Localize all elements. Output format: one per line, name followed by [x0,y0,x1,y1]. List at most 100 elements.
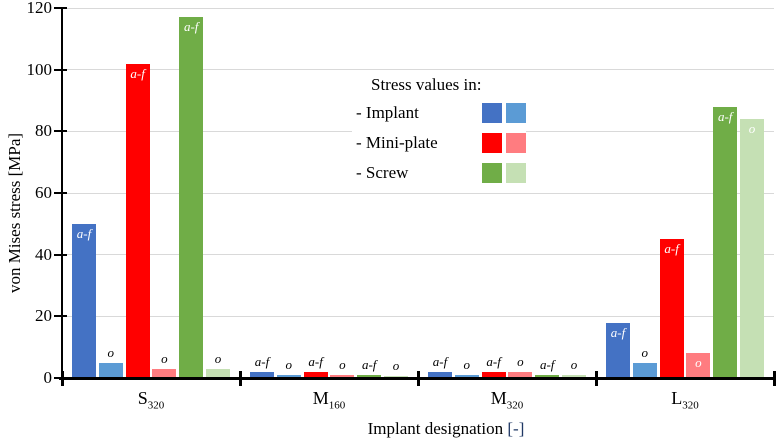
bar-label-M320-mini-plate-a-f: a-f [486,353,501,369]
bar-M160-mini-plate-o [330,374,355,378]
legend-swatch-dark [482,163,502,183]
bar-label-L320-mini-plate-o: o [695,355,702,371]
bar-label-L320-screw-o: o [748,121,756,136]
bar-label-M320-screw-o: o [570,356,578,372]
bar-S320-screw-o [206,368,230,378]
bar-label-S320-screw-a-f: a-f [183,19,199,35]
legend-swatch-dark [482,103,502,123]
bar-label-M160-mini-plate-a-f: a-f [308,353,323,369]
y-tick-label-120: 120 [26,0,53,17]
legend-row-label: - Implant [356,103,419,122]
legend-row-label: - Mini-plate [356,133,438,152]
bar-label-L320-implant-a-f: a-f [610,324,626,340]
y-tick-label-60: 60 [35,183,52,202]
gridline-100 [62,69,774,71]
legend-swatch-light [506,103,526,123]
bar-label-S320-screw-o: o [214,350,222,366]
bar-label-M160-screw-a-f: a-f [361,356,377,372]
category-subscript: 320 [147,399,165,412]
bar-M160-screw-a-f [357,374,382,378]
y-tick-60 [54,192,67,194]
legend-title: Stress values in: [371,75,482,94]
gridline-20 [62,315,774,317]
legend: Stress values in: - Implant - Mini-plate -… [352,70,526,188]
y-axis-title: von Mises stress [MPa] [5,132,24,294]
x-axis-title-text: Implant designation [367,419,508,438]
category-subscript: 320 [682,399,699,412]
y-axis-line [61,8,63,380]
bar-label-S320-implant-a-f: a-f [76,225,92,241]
bar-S320-screw-a-f [179,17,204,378]
bar-M160-mini-plate-a-f [303,371,328,378]
bar-M320-screw-a-f [535,374,560,378]
bar-label-M160-implant-o: o [285,356,293,372]
category-label-S320: S320 [106,387,196,412]
y-tick-40 [54,253,67,256]
bar-M160-implant-o [276,374,301,378]
y-tick-100 [54,68,67,71]
y-tick-label-100: 100 [26,59,53,79]
bar-L320-implant-o [632,362,657,378]
category-base: S [137,388,148,408]
y-tick-label-20: 20 [35,306,52,326]
legend-swatches [482,163,526,183]
x-axis-title: Implant designation [-] [116,419,776,439]
bar-label-L320-implant-o: o [641,344,649,360]
category-label-M160: M160 [284,387,374,412]
bar-L320-mini-plate-a-f [659,239,684,378]
bar-S320-implant-a-f [72,223,96,378]
bar-S320-implant-o [98,362,123,378]
y-tick-120 [54,7,67,9]
x-boundary-tick-0 [60,371,64,386]
gridline-40 [62,254,774,256]
bar-label-M160-mini-plate-o: o [339,356,346,372]
bar-L320-implant-a-f [606,322,630,378]
bar-label-S320-implant-o: o [107,344,115,360]
y-tick-label-80: 80 [35,121,52,141]
legend-row-screw: - Screw [352,158,526,188]
x-boundary-tick-1 [238,371,242,386]
bar-M320-implant-a-f [428,371,452,378]
bar-label-M320-mini-plate-o: o [517,353,524,369]
category-label-M320: M320 [462,387,552,412]
bar-L320-mini-plate-o [686,353,711,378]
bar-L320-screw-o [740,119,764,378]
gridline-120 [62,7,774,9]
legend-swatch-dark [482,133,502,153]
category-base: M [490,388,507,408]
bar-M320-mini-plate-o [508,371,533,378]
bar-L320-screw-a-f [713,106,738,378]
x-boundary-tick-3 [594,371,598,386]
category-base: M [312,388,329,408]
y-tick-label-0: 0 [43,368,53,387]
bar-M320-mini-plate-a-f [481,371,506,378]
bar-label-L320-screw-a-f: a-f [717,108,733,124]
legend-swatches [482,133,526,153]
bar-S320-mini-plate-o [152,368,177,378]
category-label-L320: L320 [640,387,730,412]
legend-row-label: - Screw [356,163,409,182]
legend-swatches [482,103,526,123]
category-subscript: 160 [328,399,346,412]
category-base: L [671,388,683,408]
bar-label-M320-implant-o: o [463,356,471,372]
bar-label-S320-mini-plate-o: o [161,350,168,366]
y-tick-80 [54,130,67,133]
legend-swatch-light [506,133,526,153]
bar-M320-screw-o [562,374,586,378]
bar-label-S320-mini-plate-a-f: a-f [130,65,145,81]
x-axis-title-unit: [-] [507,419,525,438]
bar-S320-mini-plate-a-f [125,63,150,378]
bar-M320-implant-o [454,374,479,378]
bar-M160-implant-a-f [250,371,274,378]
bar-label-M320-screw-a-f: a-f [539,356,555,372]
x-boundary-tick-2 [416,371,420,386]
bar-label-M160-screw-o: o [392,358,400,374]
legend-row-implant: - Implant [352,98,526,128]
category-subscript: 320 [506,399,524,412]
bar-label-M320-implant-a-f: a-f [432,353,448,369]
y-tick-label-40: 40 [35,244,52,264]
legend-rows: - Implant - Mini-plate - Screw [352,98,526,188]
gridline-60 [62,192,774,194]
